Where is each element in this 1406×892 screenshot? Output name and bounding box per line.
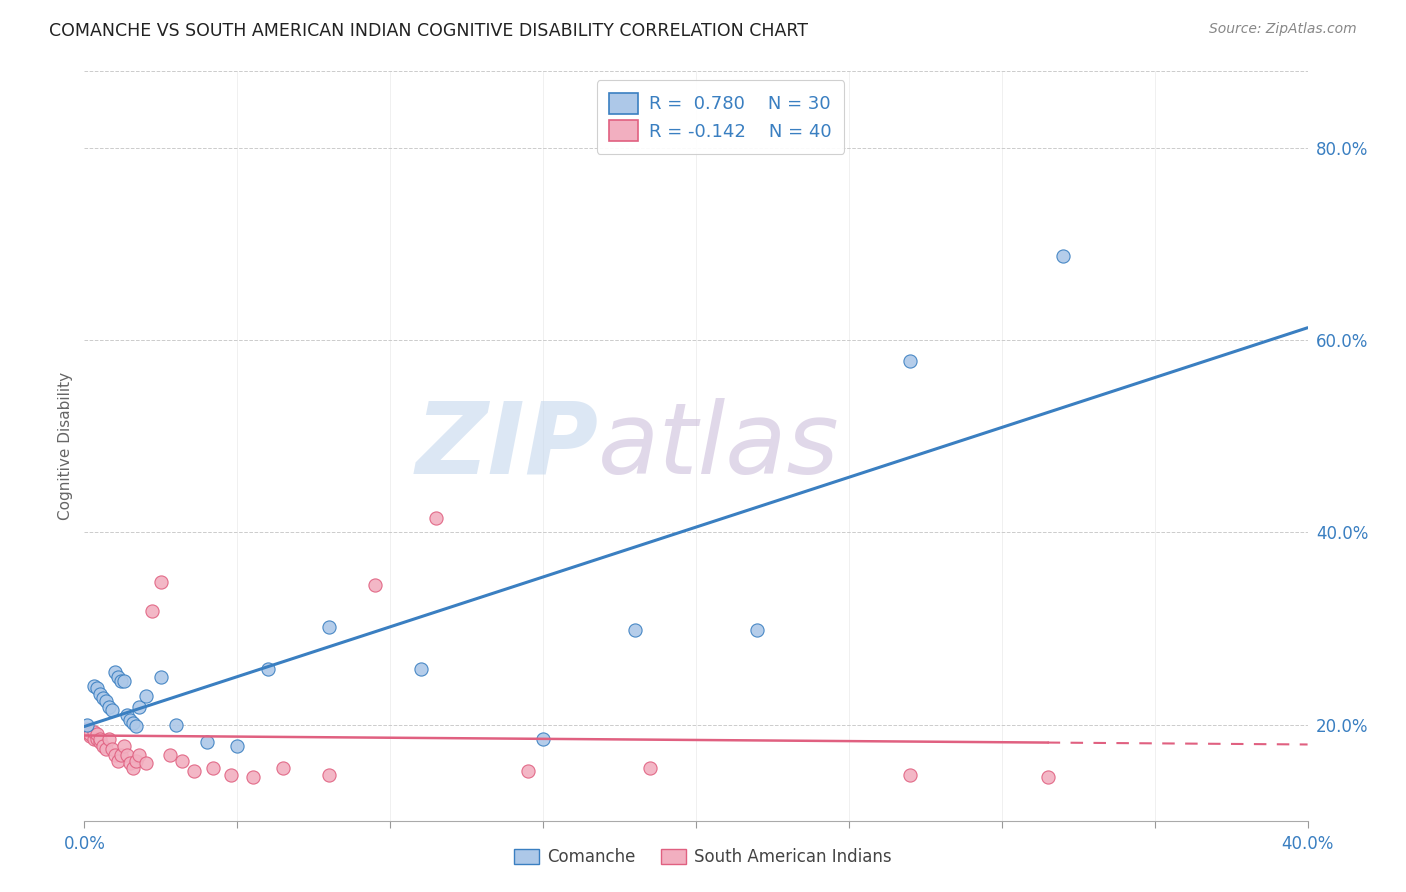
Text: atlas: atlas — [598, 398, 839, 494]
Point — [83, 679, 105, 693]
Point — [83, 725, 105, 739]
Point — [201, 761, 224, 775]
Point — [110, 674, 132, 689]
Point — [107, 754, 129, 768]
Point — [128, 700, 150, 714]
Point — [94, 693, 117, 707]
Point — [83, 731, 105, 746]
Point — [112, 739, 135, 753]
Point — [242, 771, 264, 785]
Point — [76, 717, 98, 731]
Point — [531, 731, 554, 746]
Legend: R =  0.780    N = 30, R = -0.142    N = 40: R = 0.780 N = 30, R = -0.142 N = 40 — [596, 80, 844, 153]
Point — [125, 754, 148, 768]
Point — [747, 624, 769, 638]
Point — [183, 764, 205, 778]
Y-axis label: Cognitive Disability: Cognitive Disability — [58, 372, 73, 520]
Point — [104, 665, 127, 679]
Point — [135, 756, 157, 770]
Point — [101, 741, 124, 756]
Point — [79, 729, 101, 743]
Point — [89, 687, 111, 701]
Point — [1052, 249, 1074, 263]
Point — [120, 756, 142, 770]
Point — [122, 761, 145, 775]
Point — [76, 725, 98, 739]
Point — [226, 739, 249, 753]
Point — [271, 761, 294, 775]
Text: COMANCHE VS SOUTH AMERICAN INDIAN COGNITIVE DISABILITY CORRELATION CHART: COMANCHE VS SOUTH AMERICAN INDIAN COGNIT… — [49, 22, 808, 40]
Point — [172, 754, 194, 768]
Point — [89, 731, 111, 746]
Point — [76, 723, 98, 737]
Point — [115, 708, 138, 723]
Point — [104, 748, 127, 763]
Point — [86, 727, 108, 741]
Point — [128, 748, 150, 763]
Point — [97, 731, 120, 746]
Point — [86, 731, 108, 746]
Point — [91, 690, 114, 705]
Point — [112, 674, 135, 689]
Point — [318, 619, 340, 633]
Point — [107, 669, 129, 683]
Point — [149, 575, 172, 590]
Point — [122, 715, 145, 730]
Point — [165, 717, 187, 731]
Point — [624, 624, 647, 638]
Point — [125, 719, 148, 733]
Point — [159, 748, 181, 763]
Point — [425, 511, 447, 525]
Point — [364, 578, 387, 592]
Point — [1036, 771, 1059, 785]
Point — [110, 748, 132, 763]
Point — [318, 767, 340, 781]
Point — [219, 767, 242, 781]
Point — [101, 703, 124, 717]
Point — [91, 739, 114, 753]
Point — [86, 681, 108, 695]
Point — [257, 662, 280, 676]
Text: ZIP: ZIP — [415, 398, 598, 494]
Point — [94, 741, 117, 756]
Point — [149, 669, 172, 683]
Point — [97, 700, 120, 714]
Legend: Comanche, South American Indians: Comanche, South American Indians — [506, 840, 900, 875]
Point — [516, 764, 538, 778]
Point — [141, 604, 163, 618]
Point — [120, 713, 142, 727]
Point — [898, 354, 921, 368]
Point — [115, 748, 138, 763]
Point — [79, 727, 101, 741]
Point — [195, 735, 218, 749]
Point — [638, 761, 661, 775]
Point — [409, 662, 432, 676]
Point — [898, 767, 921, 781]
Point — [89, 735, 111, 749]
Point — [135, 689, 157, 703]
Text: Source: ZipAtlas.com: Source: ZipAtlas.com — [1209, 22, 1357, 37]
